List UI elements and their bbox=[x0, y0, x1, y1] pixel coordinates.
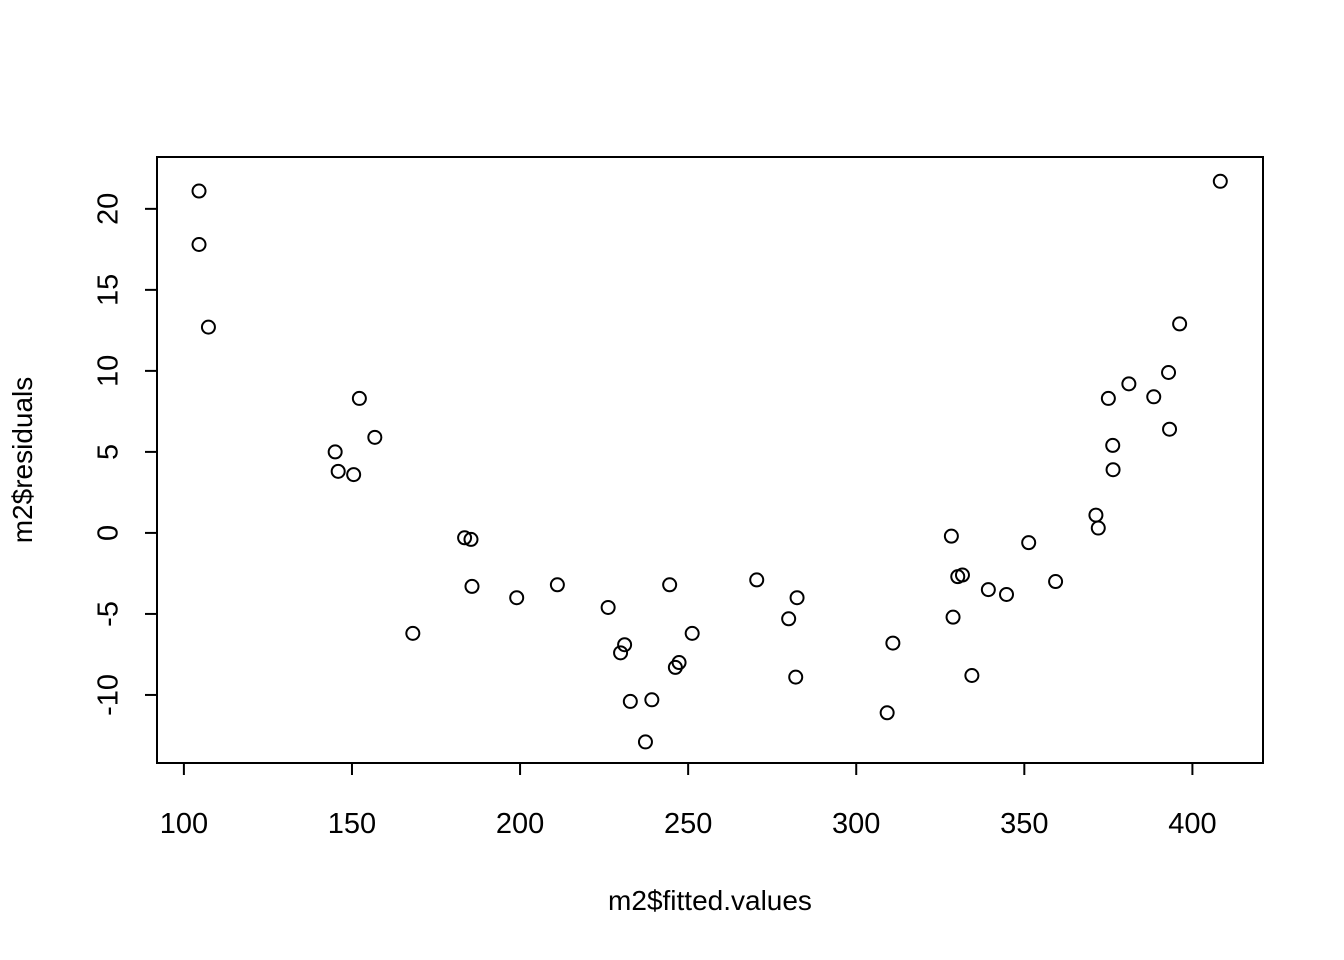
data-point bbox=[327, 444, 343, 460]
data-point bbox=[789, 590, 805, 606]
data-point bbox=[945, 609, 961, 625]
data-point bbox=[671, 655, 687, 671]
data-point bbox=[879, 705, 895, 721]
x-tick-label: 350 bbox=[1000, 808, 1048, 840]
data-point bbox=[788, 669, 804, 685]
data-point bbox=[999, 586, 1015, 602]
data-point bbox=[1088, 507, 1104, 523]
data-point bbox=[885, 635, 901, 651]
x-tick-label: 150 bbox=[328, 808, 376, 840]
data-point bbox=[1172, 316, 1188, 332]
data-point bbox=[1021, 535, 1037, 551]
data-point bbox=[613, 645, 629, 661]
y-tick-label: 5 bbox=[93, 444, 125, 460]
data-point bbox=[457, 530, 473, 546]
y-tick-label: 20 bbox=[93, 193, 125, 225]
data-point bbox=[509, 590, 525, 606]
data-point bbox=[1146, 389, 1162, 405]
data-point bbox=[351, 390, 367, 406]
data-point bbox=[1121, 376, 1137, 392]
data-point bbox=[1161, 365, 1177, 381]
data-point bbox=[622, 693, 638, 709]
data-point bbox=[980, 582, 996, 598]
x-axis-label: m2$fitted.values bbox=[608, 885, 812, 916]
data-point bbox=[781, 611, 797, 627]
x-axis: 100 150 200 250 300 350 400 bbox=[160, 762, 1217, 840]
data-point bbox=[600, 599, 616, 615]
data-point bbox=[464, 578, 480, 594]
y-tick-label: 0 bbox=[93, 525, 125, 541]
data-point bbox=[330, 463, 346, 479]
data-point bbox=[749, 572, 765, 588]
data-point bbox=[200, 319, 216, 335]
data-point bbox=[617, 637, 633, 653]
y-axis: -10 -5 0 5 10 15 20 bbox=[93, 193, 158, 716]
data-point bbox=[1162, 421, 1178, 437]
y-tick-label: 10 bbox=[93, 355, 125, 387]
data-point bbox=[1100, 390, 1116, 406]
data-point bbox=[644, 692, 660, 708]
data-point bbox=[463, 531, 479, 547]
data-point bbox=[405, 625, 421, 641]
data-point bbox=[964, 668, 980, 684]
y-tick-label: -10 bbox=[93, 674, 125, 716]
plot-frame bbox=[156, 156, 1264, 764]
data-point bbox=[684, 625, 700, 641]
data-point bbox=[1090, 520, 1106, 536]
data-point bbox=[1105, 437, 1121, 453]
x-tick-label: 400 bbox=[1168, 808, 1216, 840]
x-tick-label: 100 bbox=[160, 808, 208, 840]
data-point bbox=[662, 577, 678, 593]
data-point bbox=[943, 528, 959, 544]
data-point bbox=[191, 236, 207, 252]
data-point bbox=[1212, 173, 1228, 189]
data-point bbox=[346, 467, 362, 483]
x-tick-label: 250 bbox=[664, 808, 712, 840]
data-point bbox=[1048, 574, 1064, 590]
data-point bbox=[549, 577, 565, 593]
y-tick-label: -5 bbox=[93, 601, 125, 627]
data-point bbox=[954, 567, 970, 583]
data-point bbox=[191, 183, 207, 199]
data-point bbox=[637, 734, 653, 750]
x-tick-label: 300 bbox=[832, 808, 880, 840]
data-point bbox=[367, 429, 383, 445]
data-point bbox=[1105, 462, 1121, 478]
data-points bbox=[191, 173, 1228, 750]
y-axis-label: m2$residuals bbox=[7, 377, 38, 544]
y-tick-label: 15 bbox=[93, 274, 125, 306]
x-tick-label: 200 bbox=[496, 808, 544, 840]
